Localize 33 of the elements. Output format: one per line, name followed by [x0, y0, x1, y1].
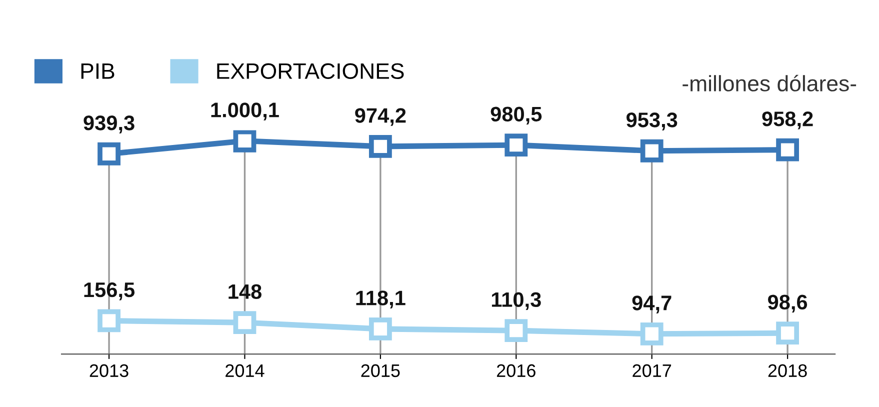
data-label: 939,3	[84, 116, 134, 134]
data-label: 94,7	[632, 296, 672, 314]
data-label: 110,3	[492, 292, 541, 310]
legend-label: PIB	[81, 63, 114, 79]
point	[233, 130, 256, 152]
point	[640, 139, 664, 162]
point	[504, 134, 528, 157]
data-label: 148	[228, 284, 262, 299]
data-label: 1.000,1	[211, 102, 279, 120]
data-label: 118,1	[356, 290, 406, 308]
x-tick-label: 2015	[361, 364, 400, 378]
point	[776, 138, 800, 162]
point	[776, 322, 800, 345]
x-tick-label: 2014	[226, 364, 264, 378]
legend-label: EXPORTACIONES	[217, 63, 404, 79]
point	[98, 309, 120, 332]
x-tick-label: 2016	[496, 364, 536, 378]
point	[368, 134, 392, 158]
point	[233, 311, 256, 334]
data-label: 958,2	[762, 112, 813, 130]
data-label: 156,5	[84, 282, 135, 300]
point	[640, 322, 664, 346]
point	[504, 319, 528, 342]
x-tick-label: 2017	[632, 364, 672, 378]
data-label: 980,5	[490, 106, 542, 125]
data-label: 98,6	[768, 294, 808, 313]
x-tick-label: 2013	[90, 364, 128, 378]
data-label: 953,3	[626, 112, 678, 130]
point	[368, 317, 392, 340]
data-label: 974,2	[355, 108, 406, 126]
point	[98, 142, 120, 166]
text: -millones dólares-	[682, 74, 856, 92]
x-tick-label: 2018	[768, 364, 807, 378]
